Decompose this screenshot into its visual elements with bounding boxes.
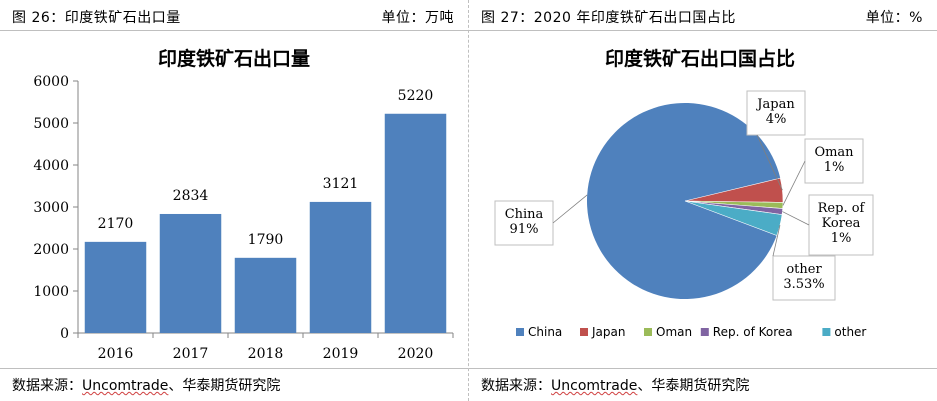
callout-box [772, 255, 836, 301]
legend-label: China [528, 325, 562, 339]
callout-text: 4% [766, 112, 787, 127]
legend-label: other [834, 325, 866, 339]
figure-26-footer: 数据来源：Uncomtrade、华泰期货研究院 [0, 369, 468, 401]
callout-box [808, 194, 874, 256]
x-tick-label: 2017 [173, 346, 209, 362]
source-prefix: 数据来源： [481, 378, 551, 394]
bar-data-label: 5220 [398, 88, 434, 104]
bar-data-label: 2170 [98, 216, 134, 232]
bar-chart-area: 印度铁矿石出口量 0 1000 2000 3000 4000 5000 6000 2016 20… [0, 31, 468, 369]
callout-leader [782, 160, 806, 206]
bar-data-label: 2834 [173, 188, 209, 204]
bar-chart-bars: 2170 2834 1790 3121 5220 [84, 88, 447, 333]
pie-slice-other [684, 200, 783, 236]
legend-swatch [822, 328, 831, 336]
y-tick-label: 0 [60, 326, 69, 342]
pie-chart-slices [586, 103, 784, 300]
y-tick-label: 5000 [33, 116, 69, 132]
callout-text: 1% [824, 160, 845, 175]
y-tick-label: 3000 [33, 200, 69, 216]
figure-26-panel: 图 26：印度铁矿石出口量 单位：万吨 印度铁矿石出口量 0 1000 2000 30… [0, 0, 468, 401]
y-tick-label: 6000 [33, 74, 69, 90]
figure-26-title: 图 26：印度铁矿石出口量 [12, 10, 181, 26]
callout-leader [756, 134, 783, 191]
bar-2019 [309, 201, 372, 333]
figure-27-footer: 数据来源：Uncomtrade、华泰期货研究院 [469, 369, 937, 401]
source-suffix: 、华泰期货研究院 [637, 378, 750, 394]
bar-2018 [234, 257, 297, 333]
legend-swatch [516, 328, 524, 336]
x-tick-label: 2018 [248, 346, 284, 362]
callout-box [494, 200, 554, 246]
source-prefix: 数据来源： [12, 378, 82, 394]
source-underlined: Uncomtrade [82, 378, 169, 394]
figure-27-unit: 单位：% [865, 10, 923, 26]
legend-swatch [644, 328, 652, 336]
figure-26-source: 数据来源：Uncomtrade、华泰期货研究院 [12, 375, 280, 395]
figure-26-unit: 单位：万吨 [381, 10, 454, 26]
bar-2020 [384, 113, 447, 333]
bar-data-label: 3121 [323, 176, 359, 192]
callout-text: 3.53% [783, 277, 824, 292]
bar-2017 [159, 213, 222, 333]
x-tick-label: 2016 [98, 346, 134, 362]
callout-text: Oman [814, 145, 854, 160]
callout-text: Rep. of [818, 201, 866, 216]
bar-chart-title: 印度铁矿石出口量 [158, 47, 310, 70]
legend-swatch [580, 328, 588, 336]
callout-text: Japan [755, 97, 795, 112]
callout-text: other [786, 262, 822, 277]
callout-leader [782, 211, 810, 226]
legend-label: Rep. of Korea [713, 325, 793, 339]
bar-chart-axes: 0 1000 2000 3000 4000 5000 6000 2016 2017 2018 201… [33, 74, 454, 362]
y-tick-label: 1000 [33, 284, 69, 300]
source-suffix: 、华泰期货研究院 [168, 378, 281, 394]
legend-swatch [700, 328, 709, 336]
callout-text: Korea [822, 216, 861, 231]
figure-27-source: 数据来源：Uncomtrade、华泰期货研究院 [481, 375, 749, 395]
y-tick-label: 2000 [33, 242, 69, 258]
callout-leader [552, 194, 588, 224]
bar-chart: 印度铁矿石出口量 0 1000 2000 3000 4000 5000 6000 2016 20… [33, 47, 454, 362]
source-underlined: Uncomtrade [551, 378, 638, 394]
legend-label: Oman [656, 325, 692, 339]
figure-27-panel: 图 27：2020 年印度铁矿石出口国占比 单位：% 印度铁矿石出口国占比 Ch… [469, 0, 937, 401]
pie-chart-title: 印度铁矿石出口国占比 [605, 47, 795, 70]
callout-text: 91% [510, 222, 539, 237]
figure-27-title: 图 27：2020 年印度铁矿石出口国占比 [481, 10, 736, 26]
callout-text: China [505, 207, 544, 222]
bar-2016 [84, 241, 147, 333]
figure-26-header: 图 26：印度铁矿石出口量 单位：万吨 [0, 0, 468, 31]
pie-chart-area: 印度铁矿石出口国占比 China 91% Japan 4% Oman 1% Rep. of K… [469, 31, 937, 369]
bar-data-label: 1790 [248, 232, 284, 248]
figure-27-header: 图 27：2020 年印度铁矿石出口国占比 单位：% [469, 0, 937, 31]
callout-text: 1% [831, 231, 852, 246]
callout-box [746, 90, 806, 136]
legend-label: Japan [591, 325, 625, 339]
panel-divider [468, 0, 470, 401]
pie-chart-legend: China Japan Oman Rep. of Korea other [516, 325, 866, 339]
x-tick-label: 2019 [323, 346, 359, 362]
pie-slice-china [586, 103, 781, 300]
callout-leader [772, 225, 781, 257]
y-tick-label: 4000 [33, 158, 69, 174]
x-tick-label: 2020 [398, 346, 434, 362]
